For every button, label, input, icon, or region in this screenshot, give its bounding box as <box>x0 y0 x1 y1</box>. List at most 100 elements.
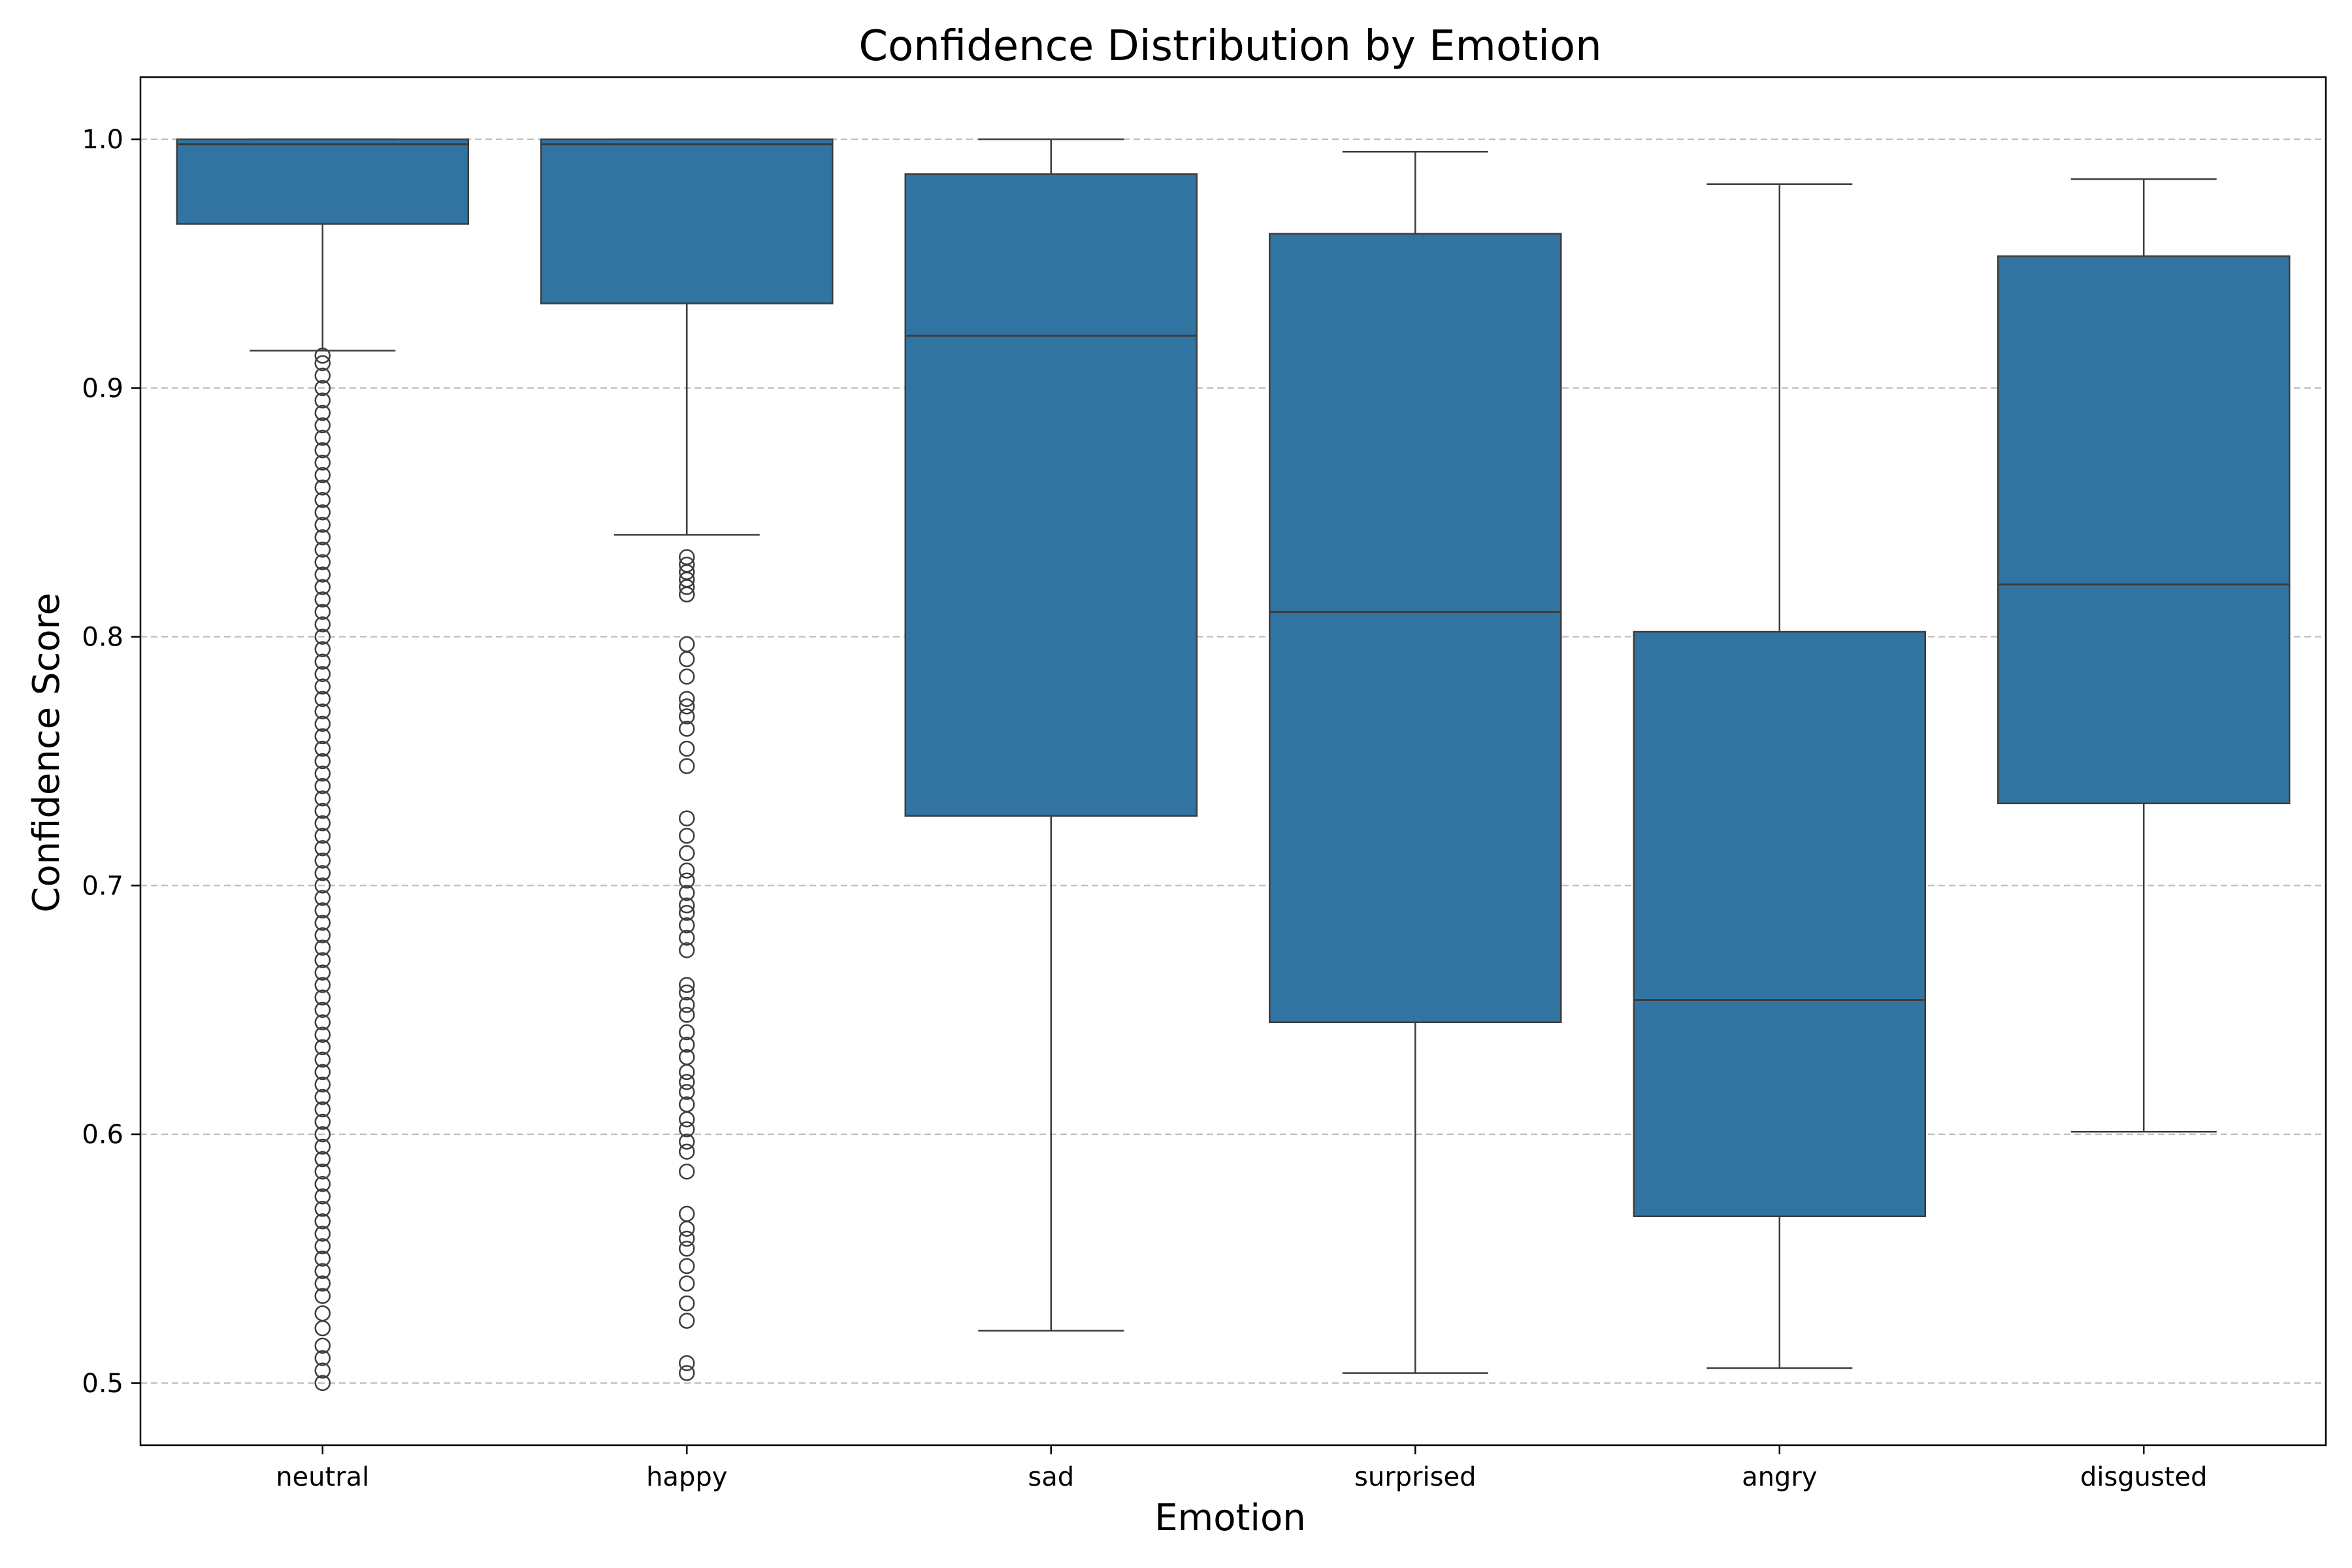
box-iqr <box>1269 233 1562 1024</box>
box-iqr <box>176 138 469 225</box>
outlier-point <box>314 348 331 364</box>
outlier-point <box>314 1320 331 1337</box>
outlier-point <box>679 1036 695 1053</box>
outlier-point <box>679 698 695 715</box>
outlier-point <box>314 380 331 397</box>
x-tick-label: angry <box>1742 1462 1817 1492</box>
outlier-point <box>314 865 331 881</box>
outlier-point <box>679 1143 695 1160</box>
outlier-point <box>314 989 331 1005</box>
outlier-point <box>314 566 331 583</box>
outlier-point <box>679 1275 695 1292</box>
outlier-point <box>679 942 695 958</box>
outlier-point <box>314 915 331 931</box>
outlier-point <box>679 1240 695 1257</box>
outlier-point <box>679 1084 695 1100</box>
outlier-point <box>314 1275 331 1292</box>
outlier-point <box>679 691 695 708</box>
outlier-point <box>314 442 331 459</box>
outlier-point <box>314 765 331 782</box>
outlier-point <box>314 491 331 508</box>
grid-lines <box>140 139 2326 1384</box>
box-iqr <box>1633 630 1926 1217</box>
outlier-point <box>314 529 331 546</box>
outlier-point <box>679 651 695 668</box>
outlier-point <box>314 1175 331 1192</box>
outlier-point <box>314 877 331 894</box>
outlier-point <box>679 586 695 603</box>
outlier-point <box>314 715 331 732</box>
x-tick-label: disgusted <box>2080 1462 2208 1492</box>
outlier-point <box>314 1375 331 1392</box>
outlier-point <box>314 815 331 832</box>
outlier-point <box>314 404 331 421</box>
outlier-point <box>314 1362 331 1379</box>
outlier-point <box>314 1288 331 1304</box>
outlier-point <box>679 721 695 737</box>
outlier-point <box>314 753 331 770</box>
outlier-point <box>679 579 695 595</box>
outlier-point <box>314 1088 331 1105</box>
outlier-point <box>314 1238 331 1254</box>
outlier-point <box>679 1355 695 1371</box>
outlier-point <box>314 952 331 968</box>
outlier-point <box>314 977 331 993</box>
outlier-point <box>314 554 331 570</box>
outlier-point <box>314 517 331 533</box>
outlier-point <box>314 542 331 558</box>
outlier-point <box>679 827 695 844</box>
outlier-point <box>314 641 331 657</box>
outlier-point <box>679 1134 695 1150</box>
x-tick-label: sad <box>1028 1462 1074 1492</box>
box-group-sad <box>904 138 1198 1332</box>
outlier-point <box>314 853 331 869</box>
outlier-point <box>314 629 331 645</box>
outlier-point <box>314 703 331 720</box>
outlier-point <box>314 678 331 695</box>
outlier-point <box>314 429 331 446</box>
outlier-point <box>679 1230 695 1247</box>
outlier-point <box>314 1250 331 1267</box>
outlier-point <box>314 802 331 819</box>
outlier-point <box>314 1151 331 1168</box>
outlier-point <box>679 1121 695 1137</box>
outlier-point <box>314 1126 331 1143</box>
outlier-point <box>679 1365 695 1381</box>
outlier-point <box>679 885 695 902</box>
outlier-point <box>679 810 695 826</box>
outlier-point <box>679 668 695 685</box>
outlier-point <box>314 790 331 807</box>
outlier-point <box>314 591 331 608</box>
outlier-point <box>679 708 695 725</box>
outlier-point <box>314 616 331 632</box>
outlier-point <box>314 827 331 844</box>
outlier-point <box>314 466 331 483</box>
x-tick-label: surprised <box>1354 1462 1476 1492</box>
y-tick-label: 0.9 <box>82 374 123 404</box>
y-tick-label: 0.7 <box>82 871 123 901</box>
outlier-point <box>314 454 331 471</box>
outlier-point <box>314 1101 331 1118</box>
outlier-point <box>679 984 695 1001</box>
outlier-point <box>314 1226 331 1242</box>
outlier-point <box>314 777 331 794</box>
outlier-point <box>314 579 331 595</box>
box-group-happy <box>540 138 834 1381</box>
outlier-point <box>314 1076 331 1093</box>
outlier-point <box>679 1073 695 1090</box>
outlier-point <box>679 930 695 946</box>
outlier-point <box>314 1002 331 1018</box>
outlier-point <box>314 1113 331 1130</box>
box-group-surprised <box>1269 150 1562 1374</box>
outlier-point <box>679 897 695 914</box>
plot-frame <box>139 76 2327 1446</box>
box-iqr <box>1997 255 2291 804</box>
outlier-point <box>314 902 331 919</box>
outlier-point <box>314 1163 331 1180</box>
outlier-point <box>314 392 331 409</box>
outlier-point <box>314 691 331 708</box>
x-tick-label: happy <box>646 1462 727 1492</box>
outlier-point <box>679 977 695 993</box>
outlier-point <box>679 1111 695 1128</box>
